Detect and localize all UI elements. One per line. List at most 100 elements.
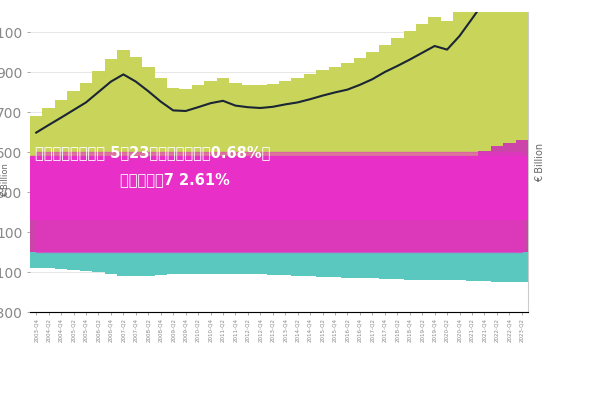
Bar <box>292 78 304 196</box>
Bar <box>229 202 242 252</box>
Bar <box>204 81 217 202</box>
Bar <box>117 50 130 196</box>
Bar <box>43 108 55 208</box>
Bar <box>515 252 528 282</box>
Bar <box>155 78 167 204</box>
Bar <box>155 252 167 275</box>
Bar <box>167 206 179 252</box>
Bar <box>304 74 316 194</box>
Y-axis label: € Billion: € Billion <box>535 142 545 182</box>
Bar <box>441 22 454 169</box>
Bar <box>130 57 142 198</box>
Bar <box>204 252 217 274</box>
Bar <box>254 86 266 201</box>
Bar <box>30 116 43 210</box>
Bar <box>491 146 503 252</box>
Bar <box>30 210 43 252</box>
Bar <box>354 58 366 187</box>
Bar <box>441 169 454 252</box>
Bar <box>266 200 279 252</box>
Bar <box>354 187 366 252</box>
Bar <box>179 89 192 206</box>
Bar <box>242 202 254 252</box>
Bar <box>229 252 242 274</box>
Bar <box>428 169 441 252</box>
Bar <box>416 24 428 172</box>
Bar <box>329 252 341 277</box>
Bar <box>329 190 341 252</box>
Bar <box>304 194 316 252</box>
Bar <box>366 52 379 184</box>
Bar <box>454 252 466 280</box>
Bar <box>454 163 466 252</box>
Bar <box>503 143 515 252</box>
Bar <box>279 81 292 198</box>
Bar <box>503 252 515 282</box>
Bar <box>391 178 404 252</box>
Text: € Billion: € Billion <box>1 163 11 197</box>
Bar <box>266 84 279 200</box>
Bar <box>167 252 179 274</box>
Bar <box>491 252 503 282</box>
Bar <box>229 83 242 202</box>
Bar <box>478 151 491 252</box>
Bar <box>55 100 67 206</box>
Bar <box>80 252 92 271</box>
Text: 哪个配资平台靠谱 5月23日宏辉转傕下跌0.68%，: 哪个配资平台靠谱 5月23日宏辉转傕下跌0.68%， <box>35 146 271 160</box>
Bar <box>55 252 67 269</box>
Bar <box>92 252 105 272</box>
Bar <box>80 202 92 252</box>
Bar <box>105 252 117 274</box>
Bar <box>254 201 266 252</box>
Bar <box>404 175 416 252</box>
Bar <box>428 18 441 169</box>
Bar <box>329 67 341 190</box>
Bar <box>366 184 379 252</box>
Bar <box>316 70 329 192</box>
Bar <box>428 252 441 280</box>
Bar <box>80 83 92 202</box>
Bar <box>391 252 404 279</box>
Bar <box>266 252 279 275</box>
Bar <box>416 172 428 252</box>
Bar <box>30 252 43 268</box>
Bar <box>155 204 167 252</box>
Bar <box>142 252 155 276</box>
Bar <box>304 252 316 276</box>
Bar <box>379 180 391 252</box>
Bar <box>341 252 354 278</box>
Bar <box>105 59 117 198</box>
Bar <box>192 85 204 204</box>
Bar <box>441 252 454 280</box>
Bar <box>217 78 229 202</box>
Bar <box>279 252 292 275</box>
Bar <box>454 8 466 163</box>
Bar <box>179 206 192 252</box>
Bar <box>43 252 55 268</box>
Bar <box>92 200 105 252</box>
Bar <box>55 206 67 252</box>
Bar <box>30 156 528 219</box>
Bar <box>192 252 204 274</box>
Bar <box>117 252 130 276</box>
Bar <box>43 208 55 252</box>
Bar <box>391 38 404 178</box>
Bar <box>279 198 292 252</box>
Bar <box>67 252 80 270</box>
Bar <box>242 252 254 274</box>
Bar <box>217 202 229 252</box>
Bar <box>292 196 304 252</box>
Bar <box>67 91 80 204</box>
Bar <box>316 252 329 277</box>
Bar <box>254 252 266 274</box>
Bar <box>142 67 155 201</box>
Bar <box>341 64 354 189</box>
Bar <box>491 0 503 146</box>
Bar <box>515 140 528 252</box>
Bar <box>478 0 491 151</box>
Bar <box>466 0 478 157</box>
Text: 转股溢价獴7 2.61%: 转股溢价獴7 2.61% <box>119 172 230 188</box>
Bar <box>503 0 515 143</box>
Bar <box>404 252 416 280</box>
Bar <box>354 252 366 278</box>
